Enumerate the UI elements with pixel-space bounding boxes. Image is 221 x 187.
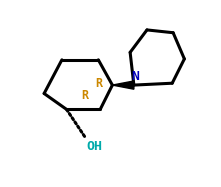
Text: R: R (95, 77, 102, 90)
Text: N: N (132, 70, 140, 83)
Text: OH: OH (87, 140, 103, 153)
Polygon shape (112, 81, 134, 89)
Text: R: R (81, 89, 88, 102)
